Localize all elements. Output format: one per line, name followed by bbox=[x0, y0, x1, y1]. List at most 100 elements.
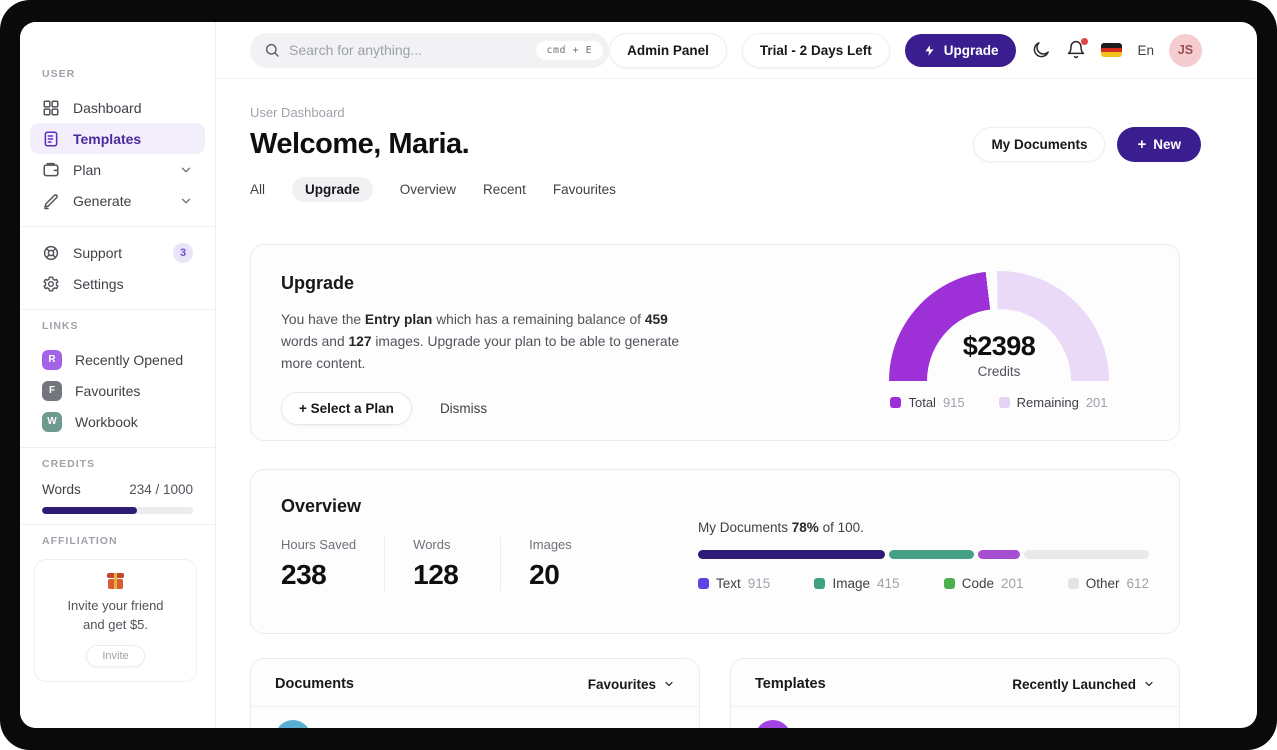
credits-gauge: $2398 Credits Total 915 Remaining bbox=[889, 271, 1109, 410]
new-button[interactable]: + New bbox=[1117, 127, 1201, 162]
overview-card-title: Overview bbox=[281, 496, 362, 516]
legend-swatch bbox=[943, 578, 955, 589]
credits-label: Credits bbox=[977, 364, 1021, 379]
support-count-badge: 3 bbox=[173, 242, 193, 263]
template-list-item[interactable]: Blog Post Title in Workbook bbox=[731, 707, 1179, 728]
sidebar-item-templates[interactable]: Templates bbox=[30, 123, 205, 154]
legend-swatch bbox=[814, 578, 826, 589]
credits-words-row: Words 234 / 1000 bbox=[20, 482, 215, 497]
breadcrumb: User Dashboard bbox=[250, 105, 345, 120]
credits-progress-bar bbox=[42, 507, 193, 514]
bar-segment-text bbox=[698, 550, 886, 559]
invite-button[interactable]: Invite bbox=[86, 644, 145, 667]
sidebar-item-label: Templates bbox=[73, 130, 142, 147]
topbar: Search for anything... cmd + E Admin Pan… bbox=[216, 22, 1257, 79]
dark-mode-toggle[interactable] bbox=[1031, 40, 1051, 60]
trial-status-button[interactable]: Trial - 2 Days Left bbox=[741, 32, 890, 68]
main-area: Search for anything... cmd + E Admin Pan… bbox=[216, 22, 1257, 728]
bolt-icon bbox=[923, 44, 936, 57]
admin-panel-button[interactable]: Admin Panel bbox=[609, 32, 727, 68]
user-avatar[interactable]: JS bbox=[1169, 33, 1202, 67]
sidebar-divider bbox=[20, 309, 215, 310]
legend-item-remaining: Remaining 201 bbox=[998, 395, 1108, 410]
my-documents-button[interactable]: My Documents bbox=[973, 127, 1106, 162]
link-initial-badge: F bbox=[42, 380, 62, 401]
bottom-cards-row: Documents Favourites Untitled Document i… bbox=[250, 658, 1180, 728]
pencil-icon bbox=[42, 192, 60, 210]
sidebar-item-settings[interactable]: Settings bbox=[30, 268, 205, 299]
sidebar-link-favourites[interactable]: F Favourites bbox=[20, 375, 215, 406]
legend-item-image: Image 415 bbox=[814, 576, 900, 591]
link-initial-badge: R bbox=[42, 349, 62, 370]
notifications-button[interactable] bbox=[1066, 38, 1089, 60]
affiliation-text: Invite your friend and get $5. bbox=[67, 598, 164, 632]
legend-swatch bbox=[890, 397, 902, 408]
credits-progress-fill bbox=[42, 507, 138, 514]
template-avatar bbox=[755, 720, 791, 728]
sidebar-divider bbox=[20, 226, 215, 227]
link-initial-badge: W bbox=[42, 411, 62, 432]
tab-overview[interactable]: Overview bbox=[399, 182, 457, 197]
dismiss-button[interactable]: Dismiss bbox=[439, 401, 488, 417]
bar-segment-other bbox=[1023, 550, 1149, 559]
sidebar-item-support[interactable]: Support 3 bbox=[30, 237, 205, 268]
bar-segment-image bbox=[889, 550, 975, 559]
documents-bar-legend: Text 915 Image 415 Code 201 bbox=[698, 576, 1149, 591]
chevron-down-icon bbox=[663, 678, 675, 690]
chevron-down-icon bbox=[1143, 678, 1155, 690]
credits-words-label: Words bbox=[42, 482, 81, 497]
sidebar-item-dashboard[interactable]: Dashboard bbox=[30, 92, 205, 123]
overview-card: Overview Hours Saved 238 Words 128 Image… bbox=[250, 469, 1180, 634]
sidebar-link-label: Workbook bbox=[75, 413, 138, 430]
credits-gauge-legend: Total 915 Remaining 201 bbox=[889, 395, 1109, 410]
sidebar-item-label: Dashboard bbox=[73, 99, 142, 116]
search-icon bbox=[264, 42, 280, 58]
upgrade-button[interactable]: Upgrade bbox=[904, 33, 1017, 67]
gear-icon bbox=[42, 275, 60, 293]
upgrade-card-title: Upgrade bbox=[281, 273, 355, 293]
tab-upgrade[interactable]: Upgrade bbox=[292, 177, 373, 202]
select-plan-button[interactable]: + Select a Plan bbox=[281, 392, 412, 426]
page-title: Welcome, Maria. bbox=[250, 128, 470, 160]
upgrade-card-body: You have the Entry plan which has a rema… bbox=[281, 312, 680, 371]
sidebar: USER Dashboard Templates Plan bbox=[20, 22, 216, 728]
wallet-icon bbox=[42, 161, 60, 179]
affiliation-card: Invite your friend and get $5. Invite bbox=[34, 559, 197, 682]
documents-card: Documents Favourites Untitled Document i… bbox=[250, 658, 700, 728]
sidebar-link-workbook[interactable]: W Workbook bbox=[20, 406, 215, 437]
sidebar-item-plan[interactable]: Plan bbox=[30, 154, 205, 185]
legend-item-other: Other 612 bbox=[1067, 576, 1149, 591]
tab-recent[interactable]: Recent bbox=[483, 182, 526, 197]
templates-filter-dropdown[interactable]: Recently Launched bbox=[1012, 677, 1155, 692]
tab-favourites[interactable]: Favourites bbox=[552, 182, 616, 197]
stat-hours-saved: Hours Saved 238 bbox=[281, 537, 386, 591]
document-list-item[interactable]: Untitled Document in Workbook bbox=[251, 707, 699, 728]
bar-segment-code bbox=[978, 550, 1020, 559]
notification-dot bbox=[1081, 38, 1089, 45]
filter-tabs: All Upgrade Overview Recent Favourites bbox=[250, 177, 1201, 202]
upgrade-card: Upgrade You have the Entry plan which ha… bbox=[250, 244, 1180, 441]
gift-icon bbox=[107, 573, 124, 589]
sidebar-section-links: LINKS bbox=[42, 320, 79, 332]
sidebar-item-generate[interactable]: Generate bbox=[30, 185, 205, 216]
sidebar-link-recently-opened[interactable]: R Recently Opened bbox=[20, 344, 215, 375]
legend-item-text: Text 915 bbox=[698, 576, 770, 591]
legend-swatch bbox=[998, 397, 1010, 408]
german-flag-icon[interactable] bbox=[1101, 43, 1123, 57]
credits-value: $2398 bbox=[962, 331, 1036, 361]
sidebar-item-label: Generate bbox=[73, 192, 132, 209]
sidebar-item-label: Settings bbox=[73, 275, 124, 292]
sidebar-divider bbox=[20, 524, 215, 525]
sidebar-item-label: Support bbox=[73, 244, 123, 261]
search-input[interactable]: Search for anything... cmd + E bbox=[250, 32, 610, 68]
chevron-down-icon bbox=[179, 194, 193, 208]
tab-all[interactable]: All bbox=[250, 182, 266, 197]
overview-left: Overview Hours Saved 238 Words 128 Image… bbox=[281, 496, 645, 607]
language-label[interactable]: En bbox=[1137, 42, 1154, 58]
sidebar-link-label: Favourites bbox=[75, 382, 141, 399]
documents-filter-dropdown[interactable]: Favourites bbox=[588, 677, 675, 692]
app-window: USER Dashboard Templates Plan bbox=[20, 22, 1257, 728]
sidebar-link-label: Recently Opened bbox=[75, 351, 184, 368]
stat-words: Words 128 bbox=[413, 537, 502, 591]
